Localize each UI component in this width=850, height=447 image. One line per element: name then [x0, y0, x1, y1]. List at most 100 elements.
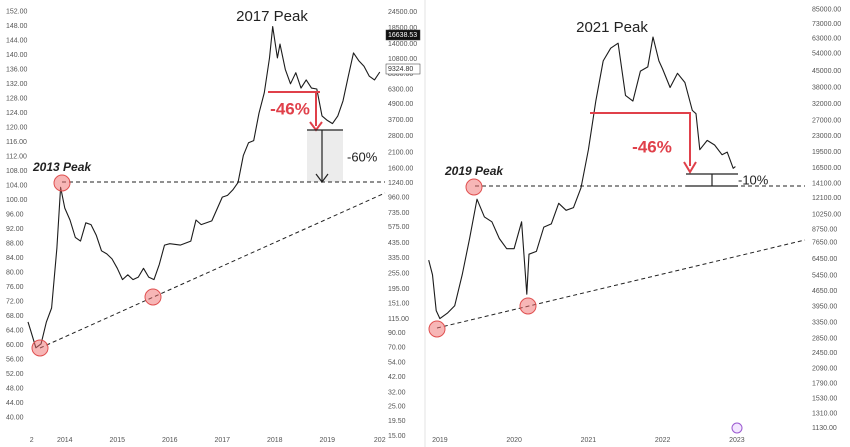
x-tick-label: 2020: [506, 437, 522, 444]
y-tick-label: 45000.00: [812, 68, 841, 75]
y2-tick-label: 84.00: [6, 255, 24, 262]
y-tick-label: 25.00: [388, 404, 406, 411]
y-tick-label: 1310.00: [812, 411, 837, 418]
price-line: [428, 36, 736, 320]
y2-tick-label: 64.00: [6, 328, 24, 335]
y2-tick-label: 116.00: [6, 139, 27, 146]
y-tick-label: 960.00: [388, 195, 410, 202]
icon[interactable]: [731, 422, 743, 434]
y-tick-label: 5450.00: [812, 273, 837, 280]
y2-tick-label: 104.00: [6, 183, 28, 190]
y2-tick-label: 100.00: [6, 197, 28, 204]
y-tick-label: 2450.00: [812, 350, 837, 357]
y-tick-label: 19500.00: [812, 149, 841, 156]
x-tick-label: 2023: [729, 437, 745, 444]
y-tick-label: 32000.00: [812, 101, 841, 108]
y2-tick-label: 76.00: [6, 284, 24, 291]
y-tick-label: 2100.00: [388, 150, 413, 157]
y2-tick-label: 108.00: [6, 168, 28, 175]
price-tag: [385, 63, 421, 75]
y-tick-label: 6300.00: [388, 87, 413, 94]
y-tick-label: 6450.00: [812, 256, 837, 263]
y2-tick-label: 40.00: [6, 415, 24, 422]
price-tag-label: 16638.53: [388, 32, 417, 39]
y2-tick-label: 148.00: [6, 23, 28, 30]
y2-tick-label: 140.00: [6, 52, 28, 59]
y-tick-label: 10800.00: [388, 56, 417, 63]
y2-tick-label: 72.00: [6, 299, 24, 306]
y-tick-label: 54.00: [388, 359, 406, 366]
y-tick-label: 16500.00: [812, 165, 841, 172]
y-tick-label: 1600.00: [388, 165, 413, 172]
x-tick-label: 2021: [581, 437, 597, 444]
y2-tick-label: 88.00: [6, 241, 24, 248]
trend-line: [436, 239, 806, 329]
y-tick-label: 735.00: [388, 210, 410, 217]
low-marker: [519, 297, 537, 315]
price-tag: [385, 29, 421, 41]
y-tick-label: 1790.00: [812, 380, 837, 387]
annotation: -46%: [270, 99, 310, 118]
x-tick-label: 2014: [57, 437, 73, 444]
y-tick-label: 1130.00: [812, 425, 837, 432]
annotation: -10%: [738, 172, 769, 187]
y-tick-label: 15.00: [388, 433, 406, 440]
arrow-head: [683, 161, 697, 174]
y-tick-label: 10250.00: [812, 211, 841, 218]
y-tick-label: 14100.00: [812, 180, 841, 187]
y-tick-label: 8300.00: [388, 71, 413, 78]
y-tick-label: 12100.00: [812, 195, 841, 202]
y-tick-label: 115.00: [388, 316, 409, 323]
y-tick-label: 14000.00: [388, 41, 417, 48]
trend-line: [39, 192, 386, 349]
y2-tick-label: 112.00: [6, 154, 27, 161]
y-tick-label: 54000.00: [812, 50, 841, 57]
y2-tick-label: 48.00: [6, 386, 24, 393]
x-tick-label: 2: [30, 437, 34, 444]
y2-tick-label: 92.00: [6, 226, 24, 233]
y-tick-label: 90.00: [388, 330, 406, 337]
y2-tick-label: 60.00: [6, 342, 24, 349]
y2-tick-label: 152.00: [6, 9, 28, 16]
y2-tick-label: 144.00: [6, 38, 28, 45]
low-marker: [31, 339, 49, 357]
y-tick-label: 42.00: [388, 374, 406, 381]
y-tick-label: 38000.00: [812, 84, 841, 91]
y2-tick-label: 68.00: [6, 313, 24, 320]
y-tick-label: 27000.00: [812, 117, 841, 124]
x-tick-label: 2017: [214, 437, 230, 444]
plot: [428, 36, 736, 320]
y2-tick-label: 96.00: [6, 212, 24, 219]
annotation: 2017 Peak: [236, 8, 308, 25]
y-tick-label: 4650.00: [812, 288, 837, 295]
y-tick-label: 335.00: [388, 255, 410, 262]
drop-bracket: [686, 173, 738, 187]
y2-tick-label: 44.00: [6, 400, 24, 407]
annotation: 2013 Peak: [32, 160, 92, 174]
y-tick-label: 2090.00: [812, 365, 837, 372]
y-tick-label: 575.00: [388, 224, 410, 231]
y-tick-label: 3950.00: [812, 304, 837, 311]
y2-tick-label: 52.00: [6, 371, 24, 378]
labels: 24500.00 18500.00 14000.00 10800.00 8300.00 6…: [6, 6, 841, 444]
y-tick-label: 85000.00: [812, 6, 841, 13]
x-tick-label: 2015: [109, 437, 125, 444]
y2-tick-label: 80.00: [6, 270, 24, 277]
drop-box: [307, 130, 343, 182]
x-tick-label: 2018: [267, 437, 283, 444]
y-tick-label: 2850.00: [812, 335, 837, 342]
y-tick-label: 32.00: [388, 389, 406, 396]
y-tick-label: 4900.00: [388, 101, 413, 108]
y-tick-label: 151.00: [388, 301, 410, 308]
y-tick-label: 19.50: [388, 418, 406, 425]
y-tick-label: 1530.00: [812, 396, 837, 403]
arrow-head: [315, 173, 329, 183]
price-line: [27, 26, 381, 349]
y2-tick-label: 136.00: [6, 67, 28, 74]
drop-arrow: [268, 91, 320, 126]
y2-tick-label: 56.00: [6, 357, 24, 364]
y-tick-label: 255.00: [388, 271, 410, 278]
y2-tick-label: 120.00: [6, 125, 28, 132]
y2-tick-label: 132.00: [6, 81, 28, 88]
